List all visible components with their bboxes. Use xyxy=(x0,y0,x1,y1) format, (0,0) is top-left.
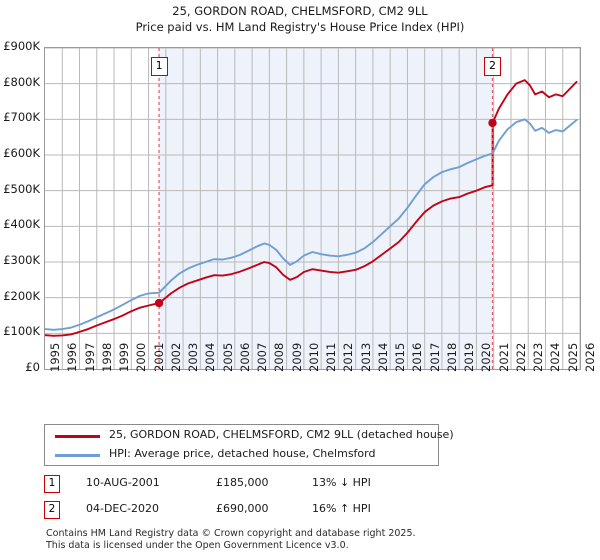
legend-label-price-paid: 25, GORDON ROAD, CHELMSFORD, CM2 9LL (de… xyxy=(109,428,454,441)
x-axis-tick-2013: 2013 xyxy=(358,342,373,372)
x-axis-tick-2023: 2023 xyxy=(531,342,546,372)
sales-table: 1 10-AUG-2001 £185,000 13% ↓ HPI 2 04-DE… xyxy=(44,474,464,526)
x-axis-tick-2004: 2004 xyxy=(203,342,218,372)
x-axis-tick-2007: 2007 xyxy=(255,342,270,372)
x-axis-tick-2016: 2016 xyxy=(410,342,425,372)
x-axis-tick-2014: 2014 xyxy=(375,342,390,372)
legend-label-hpi: HPI: Average price, detached house, Chel… xyxy=(109,447,376,460)
sale-price-2: £690,000 xyxy=(216,502,269,515)
x-axis-tick-2022: 2022 xyxy=(513,342,528,372)
x-axis-tick-2018: 2018 xyxy=(444,342,459,372)
x-axis-tick-1997: 1997 xyxy=(82,342,97,372)
x-axis-tick-2008: 2008 xyxy=(272,342,287,372)
title-line-1: 25, GORDON ROAD, CHELMSFORD, CM2 9LL xyxy=(172,4,428,18)
attribution-footer: Contains HM Land Registry data © Crown c… xyxy=(46,528,566,551)
x-axis-tick-2009: 2009 xyxy=(289,342,304,372)
x-axis-tick-2001: 2001 xyxy=(151,342,166,372)
x-axis-tick-1996: 1996 xyxy=(65,342,80,372)
chart-plot-area xyxy=(44,47,581,370)
x-axis-tick-2002: 2002 xyxy=(168,342,183,372)
x-axis-tick-2011: 2011 xyxy=(324,342,339,372)
table-row[interactable]: 2 04-DEC-2020 £690,000 16% ↑ HPI xyxy=(44,500,464,526)
title-line-2: Price paid vs. HM Land Registry's House … xyxy=(135,20,465,34)
x-axis-tick-2024: 2024 xyxy=(548,342,563,372)
legend-item-price-paid: 25, GORDON ROAD, CHELMSFORD, CM2 9LL (de… xyxy=(45,426,454,446)
x-axis-tick-2005: 2005 xyxy=(220,342,235,372)
x-axis-tick-2010: 2010 xyxy=(306,342,321,372)
legend-swatch-price-paid xyxy=(55,435,100,438)
x-axis-tick-1999: 1999 xyxy=(117,342,132,372)
x-axis-tick-2017: 2017 xyxy=(427,342,442,372)
sale-date-1: 10-AUG-2001 xyxy=(86,476,160,489)
chart-svg xyxy=(45,48,580,369)
sale-index-2: 2 xyxy=(44,501,60,519)
x-axis-tick-2000: 2000 xyxy=(134,342,149,372)
price-chart xyxy=(44,47,581,370)
page-title: 25, GORDON ROAD, CHELMSFORD, CM2 9LL Pri… xyxy=(0,3,600,35)
footer-line-2: This data is licensed under the Open Gov… xyxy=(46,539,349,551)
footer-line-1: Contains HM Land Registry data © Crown c… xyxy=(46,528,416,539)
legend-swatch-hpi xyxy=(55,454,100,457)
x-axis-tick-2003: 2003 xyxy=(186,342,201,372)
chart-marker-2[interactable]: 2 xyxy=(484,57,501,76)
chart-marker-1[interactable]: 1 xyxy=(150,57,168,76)
x-axis-tick-2021: 2021 xyxy=(496,342,511,372)
sale-index-1: 1 xyxy=(44,475,60,493)
x-axis-tick-1995: 1995 xyxy=(48,342,62,372)
sale-hpi-delta-1: 13% ↓ HPI xyxy=(312,476,371,489)
x-axis-tick-2025: 2025 xyxy=(565,342,580,372)
sale-price-1: £185,000 xyxy=(216,476,269,489)
x-axis-tick-2012: 2012 xyxy=(341,342,356,372)
legend-item-hpi: HPI: Average price, detached house, Chel… xyxy=(45,445,438,465)
x-axis-tick-1998: 1998 xyxy=(99,342,114,372)
x-axis-tick-2026: 2026 xyxy=(583,342,597,372)
table-row[interactable]: 1 10-AUG-2001 £185,000 13% ↓ HPI xyxy=(44,474,464,500)
x-axis-tick-2015: 2015 xyxy=(393,342,408,372)
chart-legend: 25, GORDON ROAD, CHELMSFORD, CM2 9LL (de… xyxy=(44,424,454,466)
sale-date-2: 04-DEC-2020 xyxy=(86,502,160,515)
x-axis-tick-2006: 2006 xyxy=(237,342,252,372)
x-axis-tick-2019: 2019 xyxy=(462,342,477,372)
x-axis-tick-2020: 2020 xyxy=(479,342,494,372)
sale-hpi-delta-2: 16% ↑ HPI xyxy=(312,502,371,515)
